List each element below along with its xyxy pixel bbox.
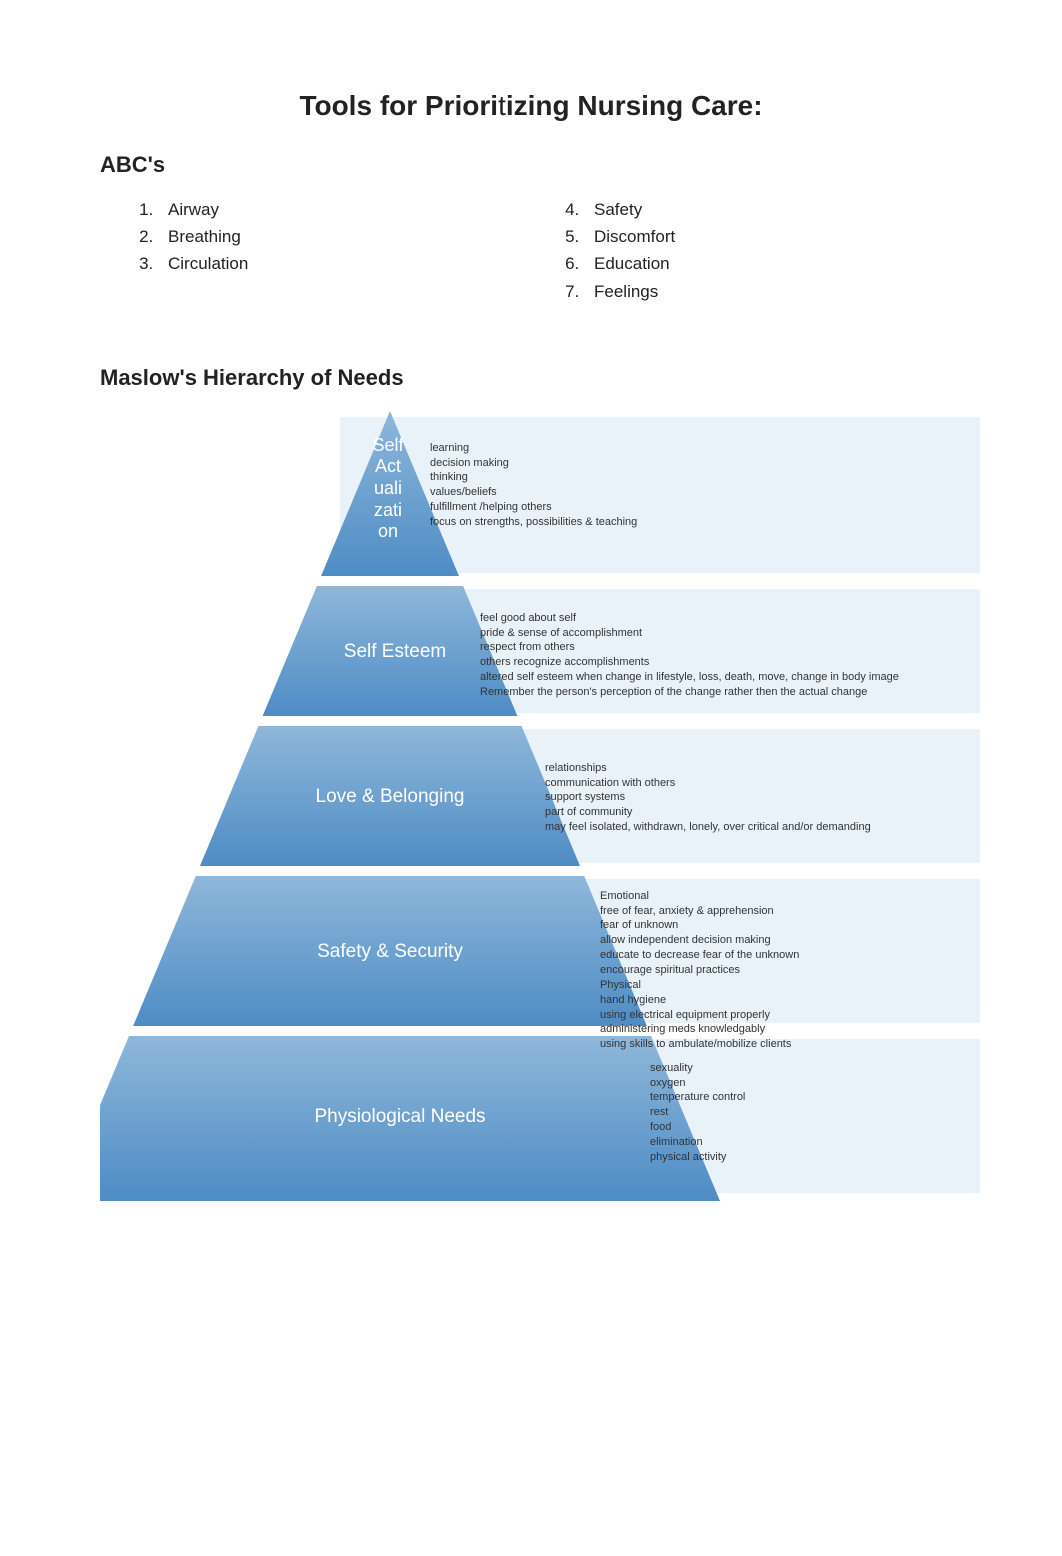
desc-line: physical activity: [650, 1150, 970, 1165]
desc-line: temperature control: [650, 1090, 970, 1105]
pyramid-level-desc: feel good about selfpride & sense of acc…: [480, 611, 970, 700]
abcs-left-column: AirwayBreathingCirculation: [110, 196, 536, 305]
desc-line: fear of unknown: [600, 918, 970, 933]
abcs-item: Education: [584, 250, 962, 277]
abcs-item: Safety: [584, 196, 962, 223]
desc-line: values/beliefs: [430, 485, 970, 500]
desc-line: using skills to ambulate/mobilize client…: [600, 1037, 970, 1052]
desc-line: pride & sense of accomplishment: [480, 626, 970, 641]
desc-line: decision making: [430, 456, 970, 471]
desc-line: oxygen: [650, 1076, 970, 1091]
abcs-item: Airway: [158, 196, 536, 223]
pyramid-level-desc: sexualityoxygentemperature controlrestfo…: [650, 1061, 970, 1165]
pyramid-level-desc: Emotionalfree of fear, anxiety & apprehe…: [600, 889, 970, 1052]
desc-line: using electrical equipment properly: [600, 1008, 970, 1023]
abcs-heading: ABC's: [100, 152, 962, 178]
desc-line: encourage spiritual practices: [600, 963, 970, 978]
desc-line: allow independent decision making: [600, 933, 970, 948]
desc-line: may feel isolated, withdrawn, lonely, ov…: [545, 820, 970, 835]
abcs-item: Breathing: [158, 223, 536, 250]
title-prefix: Tools for Priori: [299, 90, 498, 121]
desc-line: respect from others: [480, 640, 970, 655]
title-suffix: izing Nursing Care:: [506, 90, 763, 121]
abcs-item: Feelings: [584, 278, 962, 305]
pyramid-level-label: Safety & Security: [290, 941, 490, 963]
maslow-diagram: SelfActualizationlearningdecision making…: [100, 411, 980, 1231]
desc-line: focus on strengths, possibilities & teac…: [430, 515, 970, 530]
desc-line: altered self esteem when change in lifes…: [480, 670, 970, 685]
desc-line: Emotional: [600, 889, 970, 904]
pyramid-level-label: Love & Belonging: [300, 786, 480, 808]
desc-line: feel good about self: [480, 611, 970, 626]
desc-line: thinking: [430, 470, 970, 485]
pyramid-level-desc: learningdecision makingthinkingvalues/be…: [430, 441, 970, 530]
pyramid-level-label: Physiological Needs: [300, 1106, 500, 1128]
abcs-item: Discomfort: [584, 223, 962, 250]
desc-line: hand hygiene: [600, 993, 970, 1008]
desc-line: others recognize accomplishments: [480, 655, 970, 670]
desc-line: free of fear, anxiety & apprehension: [600, 904, 970, 919]
desc-line: support systems: [545, 790, 970, 805]
desc-line: rest: [650, 1105, 970, 1120]
abcs-right-column: SafetyDiscomfortEducationFeelings: [536, 196, 962, 305]
maslow-heading: Maslow's Hierarchy of Needs: [100, 365, 962, 391]
desc-line: learning: [430, 441, 970, 456]
desc-line: sexuality: [650, 1061, 970, 1076]
desc-line: food: [650, 1120, 970, 1135]
desc-line: part of community: [545, 805, 970, 820]
abcs-lists: AirwayBreathingCirculation SafetyDiscomf…: [110, 196, 962, 305]
desc-line: elimination: [650, 1135, 970, 1150]
desc-line: communication with others: [545, 776, 970, 791]
desc-line: administering meds knowledgably: [600, 1022, 970, 1037]
pyramid-level-label: SelfActualization: [358, 435, 418, 543]
title-t: t: [498, 90, 506, 121]
desc-line: Physical: [600, 978, 970, 993]
desc-line: relationships: [545, 761, 970, 776]
desc-line: educate to decrease fear of the unknown: [600, 948, 970, 963]
desc-line: fulfillment /helping others: [430, 500, 970, 515]
abcs-item: Circulation: [158, 250, 536, 277]
pyramid-level-label: Self Esteem: [325, 641, 465, 663]
desc-line: Remember the person's perception of the …: [480, 685, 970, 700]
page-title: Tools for Prioritizing Nursing Care:: [100, 90, 962, 122]
pyramid-level-desc: relationshipscommunication with otherssu…: [545, 761, 970, 835]
